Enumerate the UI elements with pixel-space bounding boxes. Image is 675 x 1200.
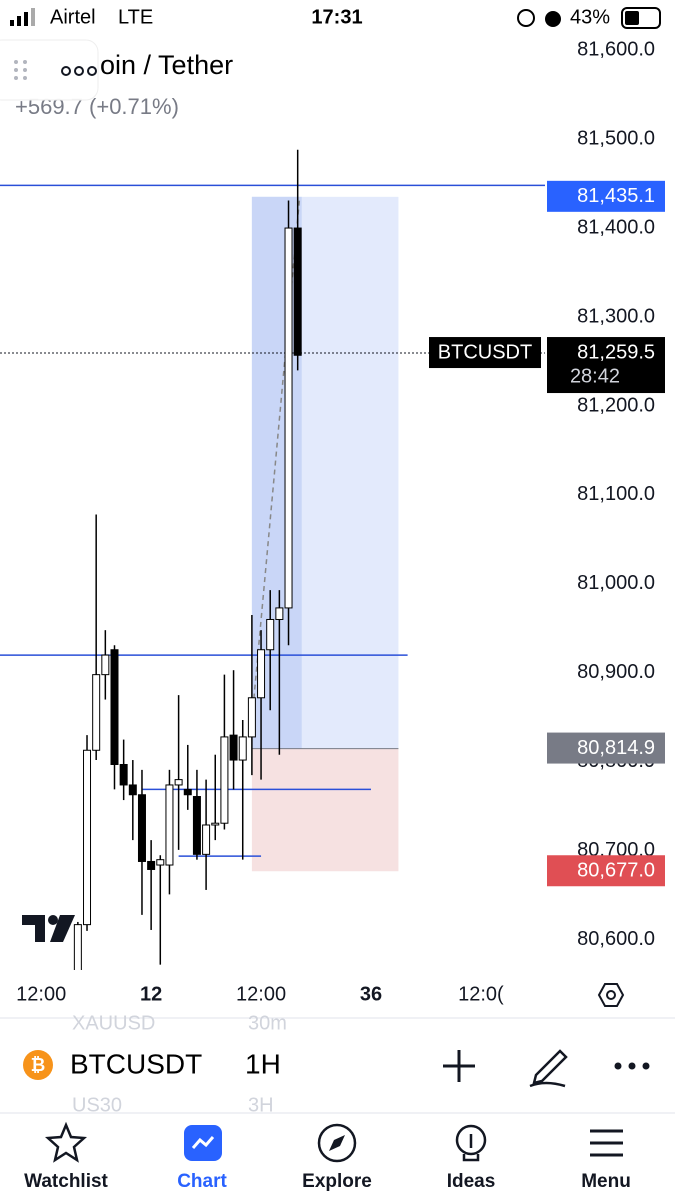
- nav-label: Ideas: [447, 1171, 496, 1192]
- y-tick-label: 80,900.0: [577, 661, 655, 683]
- price-label-box: [547, 855, 665, 887]
- candle-body: [83, 749, 92, 926]
- symbol-title: oin / Tether: [100, 50, 233, 80]
- symbol-tag: BTCUSDT: [438, 341, 532, 363]
- candle-body: [92, 674, 101, 751]
- candle-body: [137, 794, 146, 862]
- trade-path: [253, 196, 301, 699]
- price-label: 81,435.1: [577, 185, 655, 207]
- y-tick-label: 81,200.0: [577, 394, 655, 416]
- price-label: 80,814.9: [577, 737, 655, 759]
- x-tick-label: 12:00: [16, 983, 66, 1005]
- x-tick-label: 36: [360, 983, 382, 1005]
- candle-body: [192, 796, 201, 855]
- candle-body: [110, 649, 119, 765]
- battery-level: 43%: [570, 6, 610, 28]
- y-tick-label: 81,300.0: [577, 305, 655, 327]
- x-tick-label: 12:00: [236, 983, 286, 1005]
- tradingview-logo: [22, 915, 75, 942]
- x-tick-label: 12: [140, 983, 162, 1005]
- candle-body: [147, 860, 156, 870]
- more-button[interactable]: [614, 1062, 650, 1070]
- interval-button[interactable]: 1H: [245, 1048, 281, 1079]
- bar-countdown: 28:42: [570, 365, 620, 387]
- candle-body: [229, 734, 238, 761]
- symbol-button[interactable]: ₿ BTCUSDT: [23, 1048, 202, 1080]
- candle-body: [174, 779, 183, 786]
- last-price-box: [547, 337, 665, 394]
- stop-zone: [251, 748, 399, 872]
- y-tick-label: 81,000.0: [577, 572, 655, 594]
- y-tick-label: 81,400.0: [577, 216, 655, 238]
- y-tick-label: 81,600.0: [577, 38, 655, 60]
- ghost-interval: 30m: [248, 1012, 287, 1034]
- axis-settings[interactable]: [597, 983, 625, 1007]
- symbol: BTCUSDT: [70, 1048, 202, 1079]
- candle-body: [247, 697, 256, 738]
- y-tick-label: 81,500.0: [577, 127, 655, 149]
- nav-explore[interactable]: Explore: [302, 1123, 372, 1192]
- candle-body: [238, 736, 247, 761]
- candle-body: [266, 618, 275, 651]
- nav-chart[interactable]: Chart: [177, 1125, 227, 1192]
- candle-body: [275, 607, 284, 620]
- candle-body: [284, 227, 293, 609]
- svg-text:₿: ₿: [31, 1055, 46, 1075]
- ghost-interval: 3H: [248, 1094, 274, 1116]
- chart-plot: [0, 149, 545, 970]
- y-tick-label: 80,600.0: [577, 928, 655, 950]
- candle-body: [183, 788, 192, 796]
- candle-body: [257, 649, 266, 699]
- candle-body: [211, 822, 220, 826]
- price-axis: 80,600.080,700.080,800.080,900.081,000.0…: [429, 38, 665, 950]
- candle-body: [156, 859, 165, 866]
- candle-body: [293, 227, 302, 356]
- y-tick-label: 81,100.0: [577, 483, 655, 505]
- nav-label: Chart: [177, 1171, 227, 1192]
- ghost-symbol: US30: [72, 1094, 122, 1116]
- candle-body: [128, 784, 137, 796]
- candle-body: [119, 763, 128, 786]
- x-tick-label: 12:0(: [458, 983, 504, 1005]
- draw-button[interactable]: [529, 1049, 568, 1088]
- nav-label: Menu: [581, 1171, 631, 1192]
- network: LTE: [118, 6, 153, 28]
- nav-label: Watchlist: [24, 1171, 108, 1192]
- candle-body: [101, 654, 110, 676]
- last-price-label: 81,259.5: [577, 341, 655, 363]
- carrier: Airtel: [50, 6, 96, 28]
- price-label-box: [547, 732, 665, 764]
- candle-body: [165, 784, 174, 866]
- candle-body: [202, 824, 211, 855]
- floating-toolbar[interactable]: [0, 39, 99, 101]
- candle-body: [73, 924, 82, 970]
- nav-ideas[interactable]: Ideas: [447, 1124, 496, 1192]
- candle-body: [220, 736, 229, 824]
- status-bar: Airtel LTE 17:31 43%: [10, 6, 661, 29]
- price-label-box: [547, 180, 665, 212]
- nav-menu[interactable]: Menu: [581, 1129, 631, 1192]
- price-label: 80,677.0: [577, 860, 655, 882]
- ghost-symbol: XAUUSD: [72, 1012, 155, 1034]
- clock: 17:31: [311, 6, 362, 28]
- symbol-tag-box: [429, 337, 541, 369]
- add-button[interactable]: [443, 1050, 475, 1082]
- nav-watchlist[interactable]: Watchlist: [24, 1121, 109, 1192]
- nav-label: Explore: [302, 1171, 372, 1192]
